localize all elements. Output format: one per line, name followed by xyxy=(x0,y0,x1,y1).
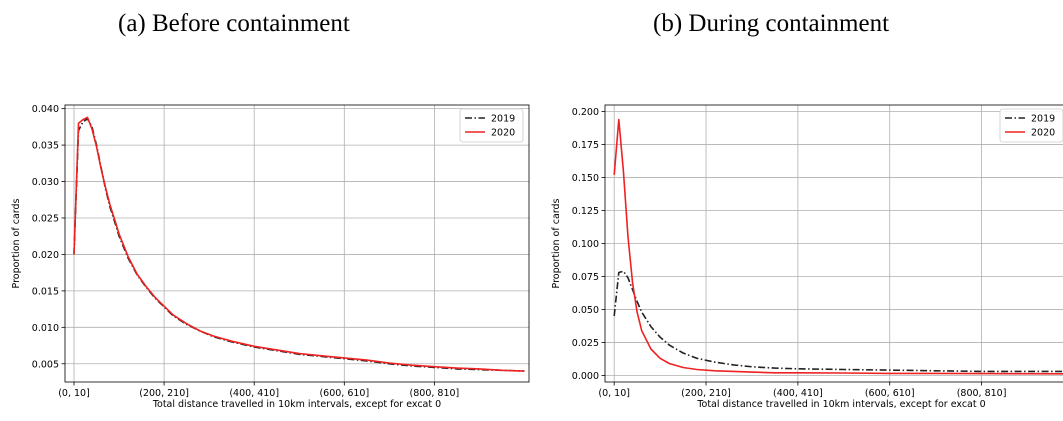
chart-during-containment: 0.000 0.025 0.050 0.075 0.100 0.125 0.150 0.175… xyxy=(551,104,1063,410)
plot-frame xyxy=(604,104,1063,383)
legend: 2019 2020 xyxy=(999,108,1063,143)
y-tick-label: 0.010 xyxy=(32,323,59,334)
y-axis-label: Proportion of cards xyxy=(551,198,562,288)
legend-label-2019: 2019 xyxy=(1031,114,1055,125)
legend-label-2019: 2019 xyxy=(491,114,515,125)
y-tick-label: 0.200 xyxy=(572,107,599,118)
y-tick-label: 0.015 xyxy=(32,286,59,297)
legend-label-2020: 2020 xyxy=(491,128,515,139)
y-axis-label: Proportion of cards xyxy=(11,198,22,288)
caption-b: (b) During containment xyxy=(653,10,890,37)
y-tick-label: 0.125 xyxy=(572,206,599,217)
y-tick-label: 0.005 xyxy=(32,359,59,370)
x-tick-label: (600, 610] xyxy=(319,388,369,399)
legend-label-2020: 2020 xyxy=(1031,128,1055,139)
legend: 2019 2020 xyxy=(459,108,524,143)
x-tick-label: (400, 410] xyxy=(773,388,823,399)
series-line-2020 xyxy=(73,116,525,372)
x-tick-label: (800, 810] xyxy=(957,388,1007,399)
y-tick-label: 0.040 xyxy=(32,104,59,115)
x-axis-label: Total distance travelled in 10km interva… xyxy=(152,399,441,410)
x-tick-label: (0, 10] xyxy=(58,388,90,399)
series-line-2019 xyxy=(73,117,525,372)
caption-a: (a) Before containment xyxy=(118,10,350,37)
y-tick-label: 0.030 xyxy=(32,177,59,188)
x-tick-label: (400, 410] xyxy=(229,388,279,399)
y-tick-label: 0.000 xyxy=(572,371,599,382)
y-tick-label: 0.020 xyxy=(32,250,59,261)
x-tick-label: (600, 610] xyxy=(865,388,915,399)
x-axis-label: Total distance travelled in 10km interva… xyxy=(696,399,985,410)
y-tick-label: 0.100 xyxy=(572,239,599,250)
y-tick-label: 0.075 xyxy=(572,272,599,283)
y-tick-label: 0.025 xyxy=(572,338,599,349)
x-tick-label: (200, 210] xyxy=(139,388,189,399)
y-tick-label: 0.150 xyxy=(572,173,599,184)
x-tick-label: (800, 810] xyxy=(410,388,460,399)
y-tick-label: 0.175 xyxy=(572,140,599,151)
x-tick-label: (0, 10] xyxy=(598,388,630,399)
x-tick-label: (200, 210] xyxy=(681,388,731,399)
series-line-2020 xyxy=(613,118,1063,375)
y-tick-label: 0.050 xyxy=(572,305,599,316)
series-line-2019 xyxy=(613,270,1063,373)
chart-before-containment: 0.005 0.010 0.015 0.020 0.025 0.030 0.035 0.040… xyxy=(11,104,530,410)
y-tick-label: 0.035 xyxy=(32,141,59,152)
y-tick-label: 0.025 xyxy=(32,213,59,224)
plot-frame xyxy=(64,104,530,383)
